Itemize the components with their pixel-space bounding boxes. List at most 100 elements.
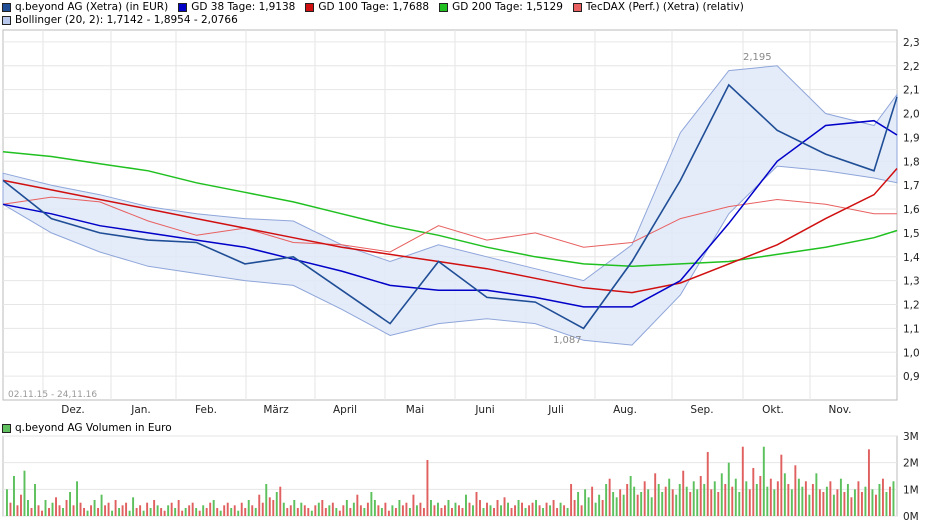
volume-bar [472, 505, 474, 516]
volume-bar [258, 494, 261, 516]
volume-bar [251, 505, 254, 516]
series-line-tecdax [2, 196, 897, 253]
y-tick-label: 1,7 [903, 180, 920, 192]
volume-bar [678, 484, 681, 516]
volume-bar [170, 502, 173, 516]
volume-bar [237, 510, 240, 516]
volume-bar [104, 505, 107, 516]
volume-bar [394, 508, 397, 516]
series-line-gd100 [2, 168, 898, 294]
legend-gd38[interactable]: GD 38 Tage: 1,9138 [178, 1, 295, 13]
volume-bar [874, 494, 877, 516]
volume-bar [577, 492, 580, 516]
volume-bar [121, 505, 124, 516]
volume-bar [510, 508, 513, 516]
volume-bar [608, 478, 611, 516]
y-tick-label: 1,6 [903, 204, 920, 216]
y-tick-label: 2,1 [903, 85, 920, 97]
volume-bar [261, 502, 264, 516]
volume-bar [517, 500, 520, 516]
volume-bar [822, 492, 825, 516]
volume-bar [500, 505, 502, 516]
y-tick-label: 1,3 [903, 276, 920, 288]
volume-bar [552, 500, 555, 516]
volume-bar [205, 508, 208, 516]
volume-bar [549, 505, 552, 516]
volume-bar [892, 481, 895, 516]
volume-bar [458, 505, 460, 516]
volume-bar [429, 500, 432, 516]
legend-gd200[interactable]: GD 200 Tage: 1,5129 [439, 1, 563, 13]
series-line-gd200 [2, 150, 898, 268]
volume-bar [86, 510, 89, 516]
volume-bar [79, 502, 82, 516]
legend-swatch-volume [2, 423, 11, 433]
volume-bar [685, 486, 688, 516]
legend-row-1: q.beyond AG (Xetra) (in EUR) GD 38 Tage:… [2, 0, 754, 14]
y-tick-label: 1,0 [903, 347, 920, 359]
volume-bar [881, 478, 884, 516]
volume-bar [720, 473, 723, 516]
volume-bar [871, 489, 874, 516]
volume-bar [839, 478, 842, 516]
volume-bar [640, 492, 643, 516]
legend-bollinger[interactable]: Bollinger (20, 2): 1,7142 - 1,8954 - 2,0… [2, 14, 238, 26]
volume-y-axis: 3M 2M 1M 0M [903, 431, 919, 523]
volume-bar [850, 497, 853, 516]
volume-bar [328, 505, 331, 516]
x-tick-label: Jan. [130, 404, 151, 416]
volume-bar [128, 510, 131, 516]
volume-bar [83, 508, 86, 516]
volume-bar [174, 508, 177, 516]
volume-bar [247, 500, 250, 516]
volume-bar [370, 492, 373, 516]
volume-bar [787, 484, 790, 516]
legend-swatch-tecdax [572, 2, 582, 12]
volume-tick-label: 0M [903, 511, 919, 523]
y-tick-label: 1,2 [903, 300, 920, 312]
volume-bar [233, 505, 236, 516]
volume-bar [13, 476, 15, 516]
volume-bar [149, 508, 152, 516]
legend-tecdax[interactable]: TecDAX (Perf.) (Xetra) (relativ) [572, 1, 744, 13]
volume-bar [745, 481, 748, 516]
volume-bar [286, 508, 289, 516]
volume-bar [380, 508, 383, 516]
legend-gd100[interactable]: GD 100 Tage: 1,7688 [305, 1, 429, 13]
volume-bar [741, 446, 744, 516]
legend-swatch-gd38 [178, 2, 188, 12]
volume-bar [156, 505, 159, 516]
volume-bar [111, 510, 114, 516]
legend-price[interactable]: q.beyond AG (Xetra) (in EUR) [2, 1, 168, 13]
y-tick-label: 2,0 [903, 109, 920, 121]
volume-bar [345, 500, 348, 516]
volume-bar [34, 484, 36, 516]
volume-bar [265, 484, 268, 516]
x-tick-label: Mai [406, 404, 424, 416]
legend-tecdax-label: TecDAX (Perf.) (Xetra) (relativ) [585, 1, 744, 13]
volume-bar [335, 508, 338, 516]
date-range-label: 02.11.15 - 24,11.16 [8, 390, 97, 400]
volume-bar [636, 494, 639, 516]
volume-bar [762, 446, 765, 516]
volume-bar [461, 508, 464, 516]
volume-bar [314, 505, 317, 516]
volume-bar [713, 481, 716, 516]
legend-volume[interactable]: q.beyond AG Volumen in Euro [2, 422, 172, 434]
volume-bar [167, 505, 170, 516]
volume-bar [324, 508, 327, 516]
volume-bar [566, 508, 569, 516]
volume-bar [9, 502, 12, 516]
volume-bar [643, 481, 646, 516]
volume-bar [93, 500, 96, 516]
volume-bar [391, 505, 394, 516]
volume-bar [699, 476, 702, 516]
y-tick-label: 2,3 [903, 37, 920, 49]
y-tick-label: 2,2 [903, 61, 920, 73]
volume-bar [191, 502, 194, 516]
volume-bar [626, 484, 629, 516]
volume-bar [443, 505, 446, 516]
volume-bar [748, 489, 751, 516]
volume-bar [100, 494, 103, 516]
